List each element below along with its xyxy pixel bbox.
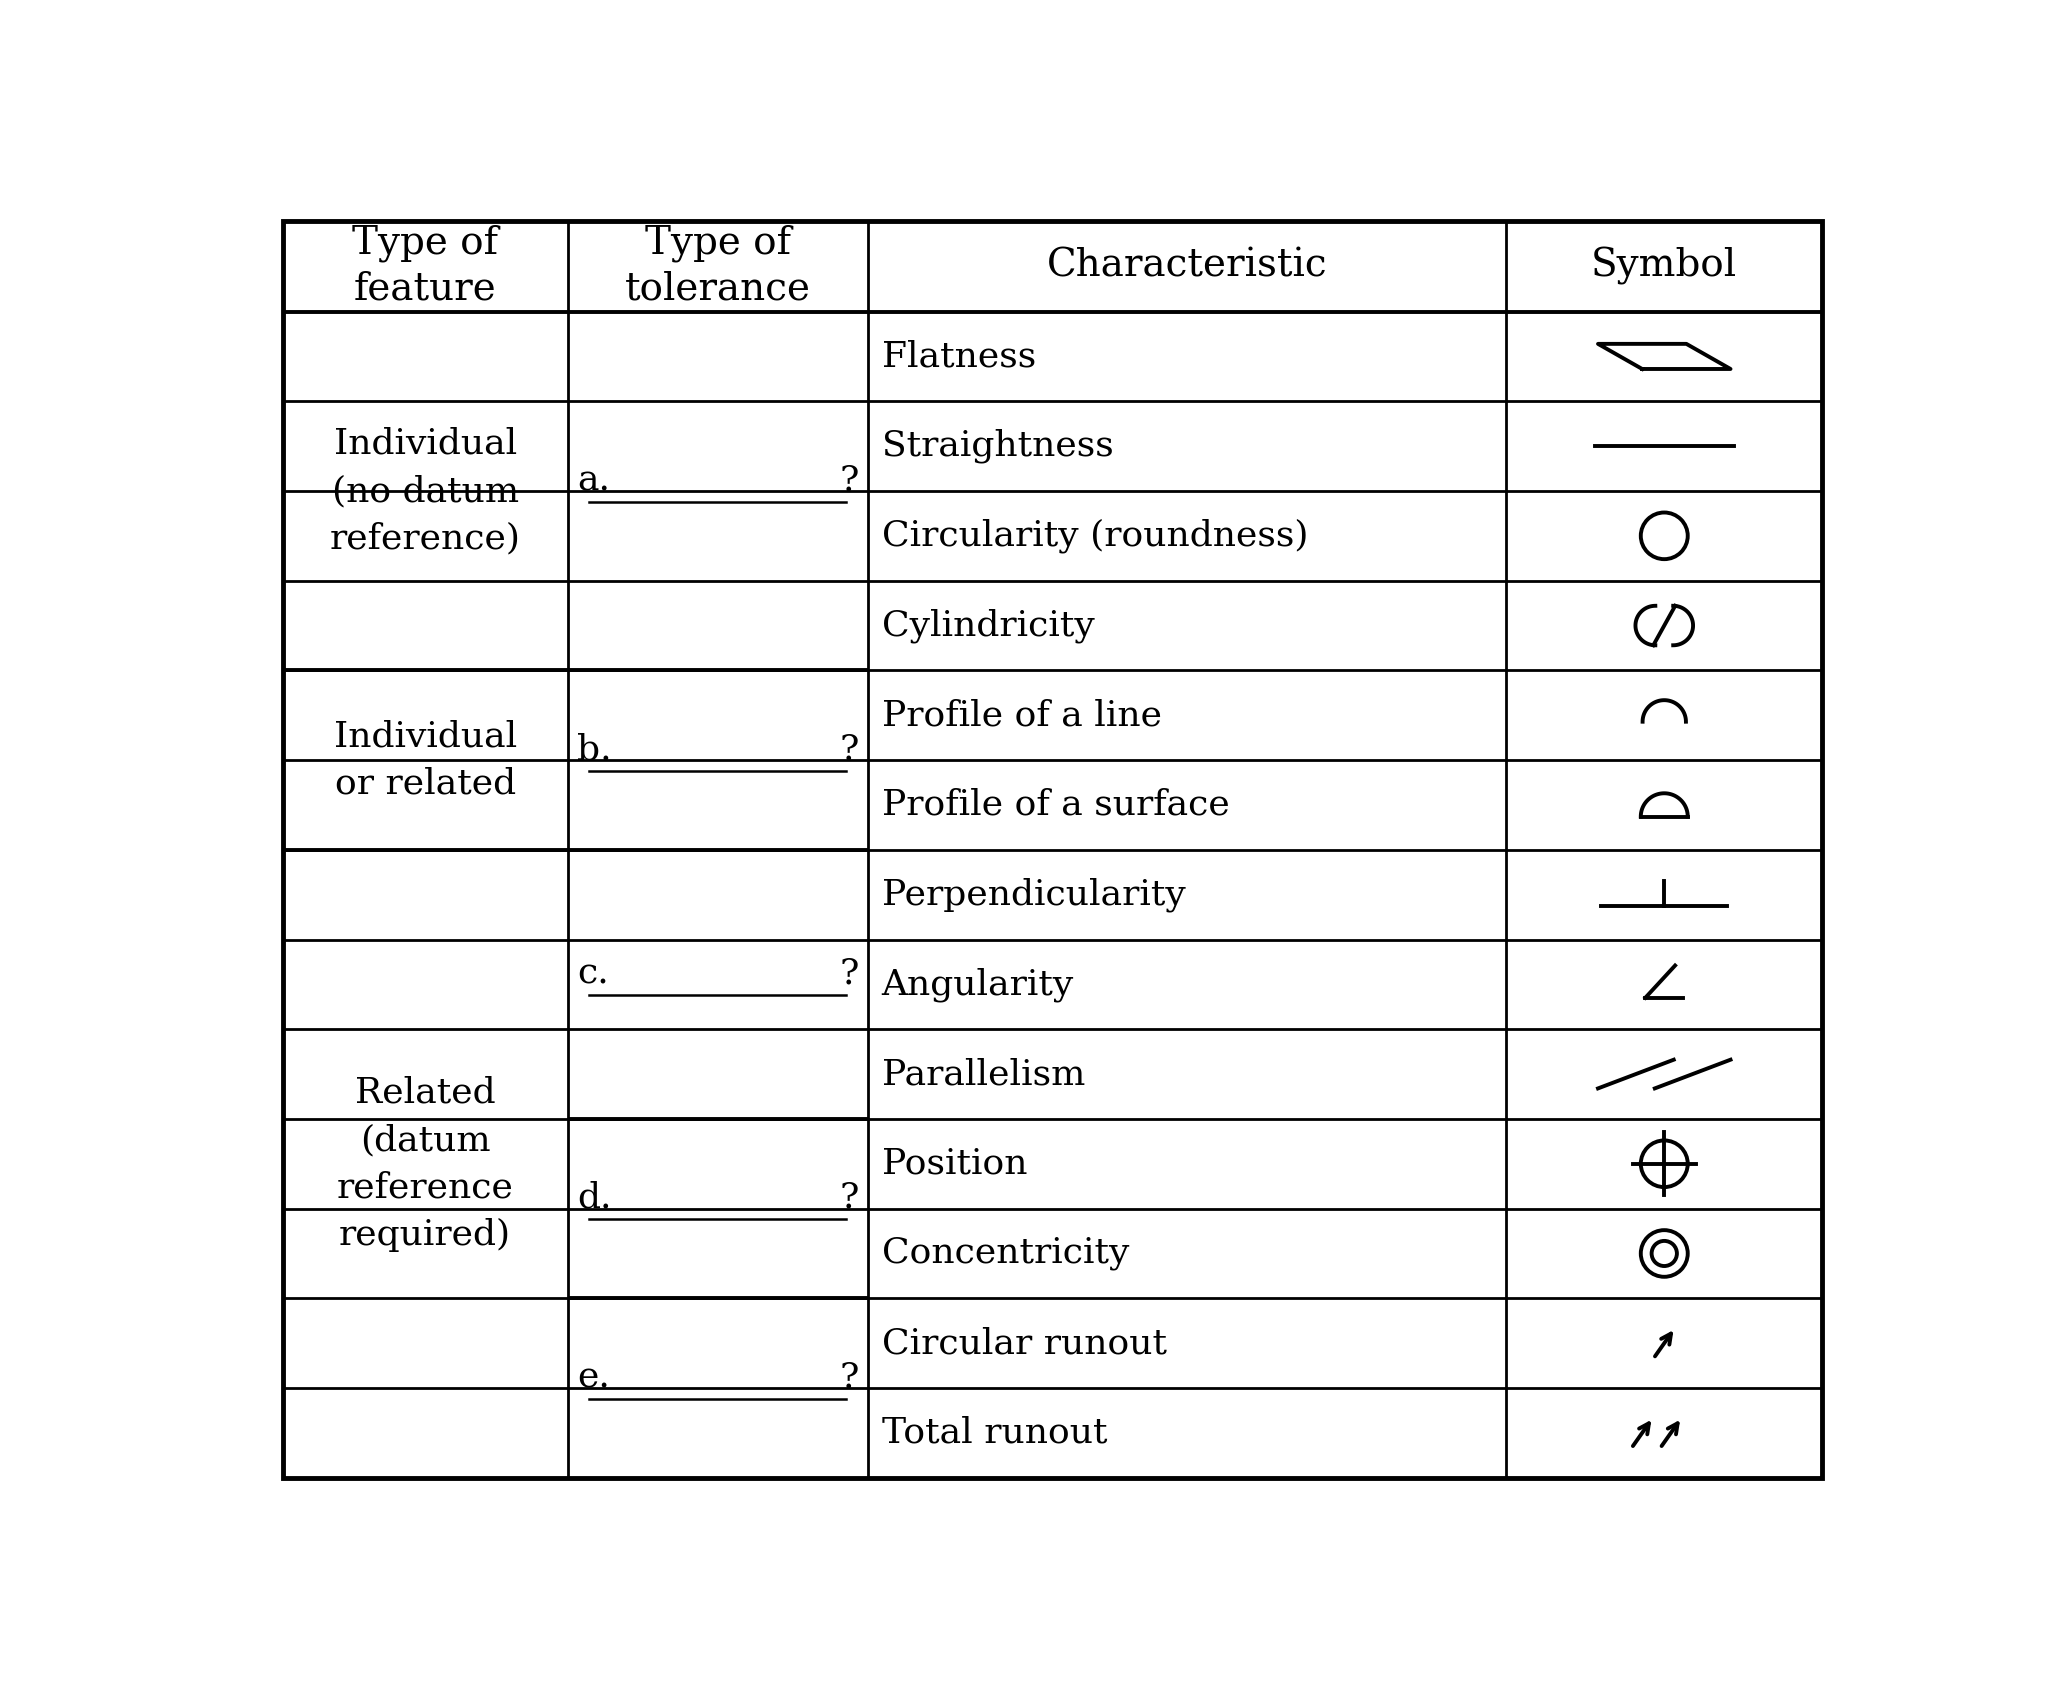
Text: Angularity: Angularity <box>882 967 1074 1001</box>
Text: Type of
tolerance: Type of tolerance <box>624 225 810 308</box>
Text: Position: Position <box>882 1147 1027 1181</box>
Text: c.: c. <box>577 957 608 991</box>
Text: a.: a. <box>577 463 610 498</box>
Text: Concentricity: Concentricity <box>882 1236 1129 1270</box>
Text: Characteristic: Characteristic <box>1048 247 1328 284</box>
Text: d.: d. <box>577 1181 612 1214</box>
Text: ?: ? <box>839 1181 859 1214</box>
Text: Type of
feature: Type of feature <box>352 225 499 308</box>
Text: ?: ? <box>839 463 859 498</box>
Text: Circular runout: Circular runout <box>882 1325 1166 1361</box>
Text: Total runout: Total runout <box>882 1416 1107 1450</box>
Text: b.: b. <box>577 732 612 767</box>
Text: Symbol: Symbol <box>1592 247 1737 286</box>
Text: Related
(datum
reference
required): Related (datum reference required) <box>338 1075 514 1251</box>
Text: Flatness: Flatness <box>882 340 1035 373</box>
Text: ?: ? <box>839 957 859 991</box>
Text: Individual
or related: Individual or related <box>333 720 518 801</box>
Text: Parallelism: Parallelism <box>882 1056 1084 1092</box>
Text: Circularity (roundness): Circularity (roundness) <box>882 518 1307 553</box>
Text: ?: ? <box>839 732 859 767</box>
Text: Profile of a line: Profile of a line <box>882 698 1162 732</box>
Text: Perpendicularity: Perpendicularity <box>882 878 1185 912</box>
Text: Individual
(no datum
reference): Individual (no datum reference) <box>329 427 522 555</box>
Text: Profile of a surface: Profile of a surface <box>882 787 1230 822</box>
Text: Straightness: Straightness <box>882 429 1113 463</box>
Text: e.: e. <box>577 1361 610 1394</box>
Text: Cylindricity: Cylindricity <box>882 609 1095 643</box>
Text: ?: ? <box>839 1361 859 1394</box>
